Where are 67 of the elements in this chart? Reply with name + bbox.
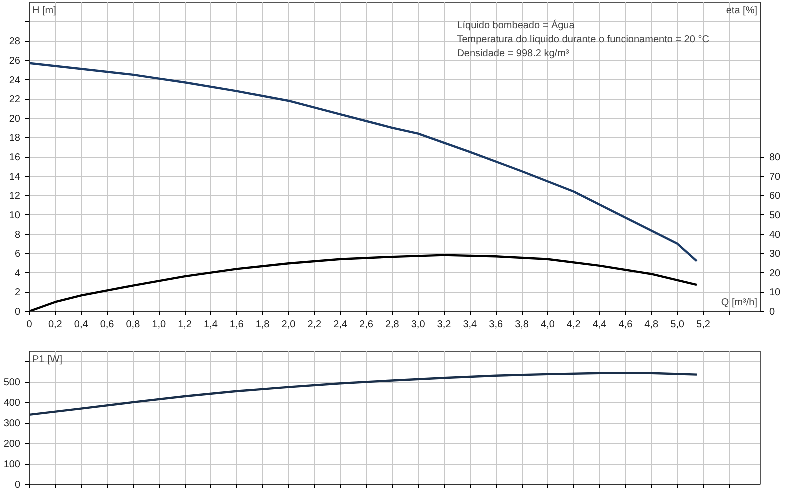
x-tick-label: 4,6 (618, 320, 634, 330)
y-tick-label: 28 (9, 36, 21, 48)
y-tick-label: 12 (9, 191, 21, 202)
y-tick-label: 20 (9, 114, 21, 125)
x-tick-label: 2,6 (360, 320, 374, 330)
y-tick-label: 16 (9, 152, 21, 164)
x-tick-label: 3,6 (489, 320, 504, 330)
y-tick-label: 8 (14, 230, 21, 241)
y-tick-label: 500 (4, 378, 21, 389)
x-tick-label: 1,0 (152, 320, 166, 330)
x-tick-label: 1,4 (204, 320, 218, 330)
y-tick-label: 6 (14, 249, 21, 260)
y-tick-label: 14 (9, 172, 21, 183)
y-tick-label: 26 (9, 56, 21, 67)
y2-tick-label: 50 (770, 210, 782, 222)
y2-tick-label: 80 (770, 152, 782, 164)
line-series (30, 62, 698, 262)
x-tick-label: 2,4 (334, 320, 348, 330)
x-axis-title: Q [m³/h] (721, 298, 758, 308)
x-tick-label: 1,2 (178, 320, 192, 330)
y-tick-label: 24 (9, 75, 21, 86)
x-tick-label: 0,6 (100, 320, 115, 330)
x-tick-label: 4,4 (592, 320, 608, 330)
y-tick-label: 0 (14, 307, 21, 318)
y2-axis-title: eta [%] (726, 6, 758, 16)
x-tick-label: 2,0 (282, 320, 296, 330)
y2-tick-label: 40 (770, 230, 782, 241)
x-tick-label: 1,8 (256, 320, 270, 330)
y2-tick-label: 70 (770, 172, 782, 183)
y2-tick-label: 30 (770, 249, 782, 260)
x-tick-label: 0,4 (74, 320, 89, 330)
y-tick-label: 100 (4, 460, 21, 471)
line-series (30, 254, 698, 312)
y2-tick-label: 10 (770, 288, 782, 299)
x-tick-label: 4,2 (566, 320, 582, 330)
y-axis-title: H [m] (32, 6, 57, 16)
y2-tick-label: 20 (770, 268, 782, 280)
y2-tick-label: 60 (770, 191, 782, 202)
annotation: Densidade = 998.2 kg/m³ (457, 48, 570, 60)
x-tick-label: 5,0 (670, 320, 685, 330)
x-tick-label: 3,4 (463, 320, 478, 330)
x-tick-label: 4,0 (540, 320, 556, 330)
y-tick-label: 200 (4, 439, 21, 450)
y-tick-label: 0 (14, 480, 21, 491)
x-tick-label: 3,8 (515, 320, 530, 330)
y-tick-label: 400 (4, 398, 21, 410)
x-tick-label: 0,8 (126, 320, 141, 330)
y-tick-label: 22 (9, 94, 21, 106)
x-tick-label: 1,6 (230, 320, 244, 330)
y-tick-label: 10 (9, 210, 21, 222)
x-tick-label: 4,8 (644, 320, 660, 330)
y-axis-title: P1 [W] (32, 354, 63, 366)
y-tick-label: 18 (9, 133, 21, 144)
x-tick-label: 0 (26, 320, 33, 330)
x-tick-label: 2,2 (308, 320, 322, 330)
line-series (30, 372, 698, 416)
x-tick-label: 3,2 (437, 320, 452, 330)
x-tick-label: 2,8 (385, 320, 400, 330)
x-tick-label: 3,0 (411, 320, 426, 330)
annotation: Temperatura do líquido durante o funcionamento = 20 °C (457, 34, 710, 46)
x-tick-label: 5,2 (696, 320, 711, 330)
y-tick-label: 300 (4, 418, 21, 430)
y-tick-label: 2 (14, 288, 21, 299)
y-tick-label: 4 (14, 268, 21, 280)
y2-tick-label: 0 (770, 307, 776, 318)
x-tick-label: 0,2 (48, 320, 63, 330)
annotation: Líquido bombeado = Água (457, 20, 576, 32)
